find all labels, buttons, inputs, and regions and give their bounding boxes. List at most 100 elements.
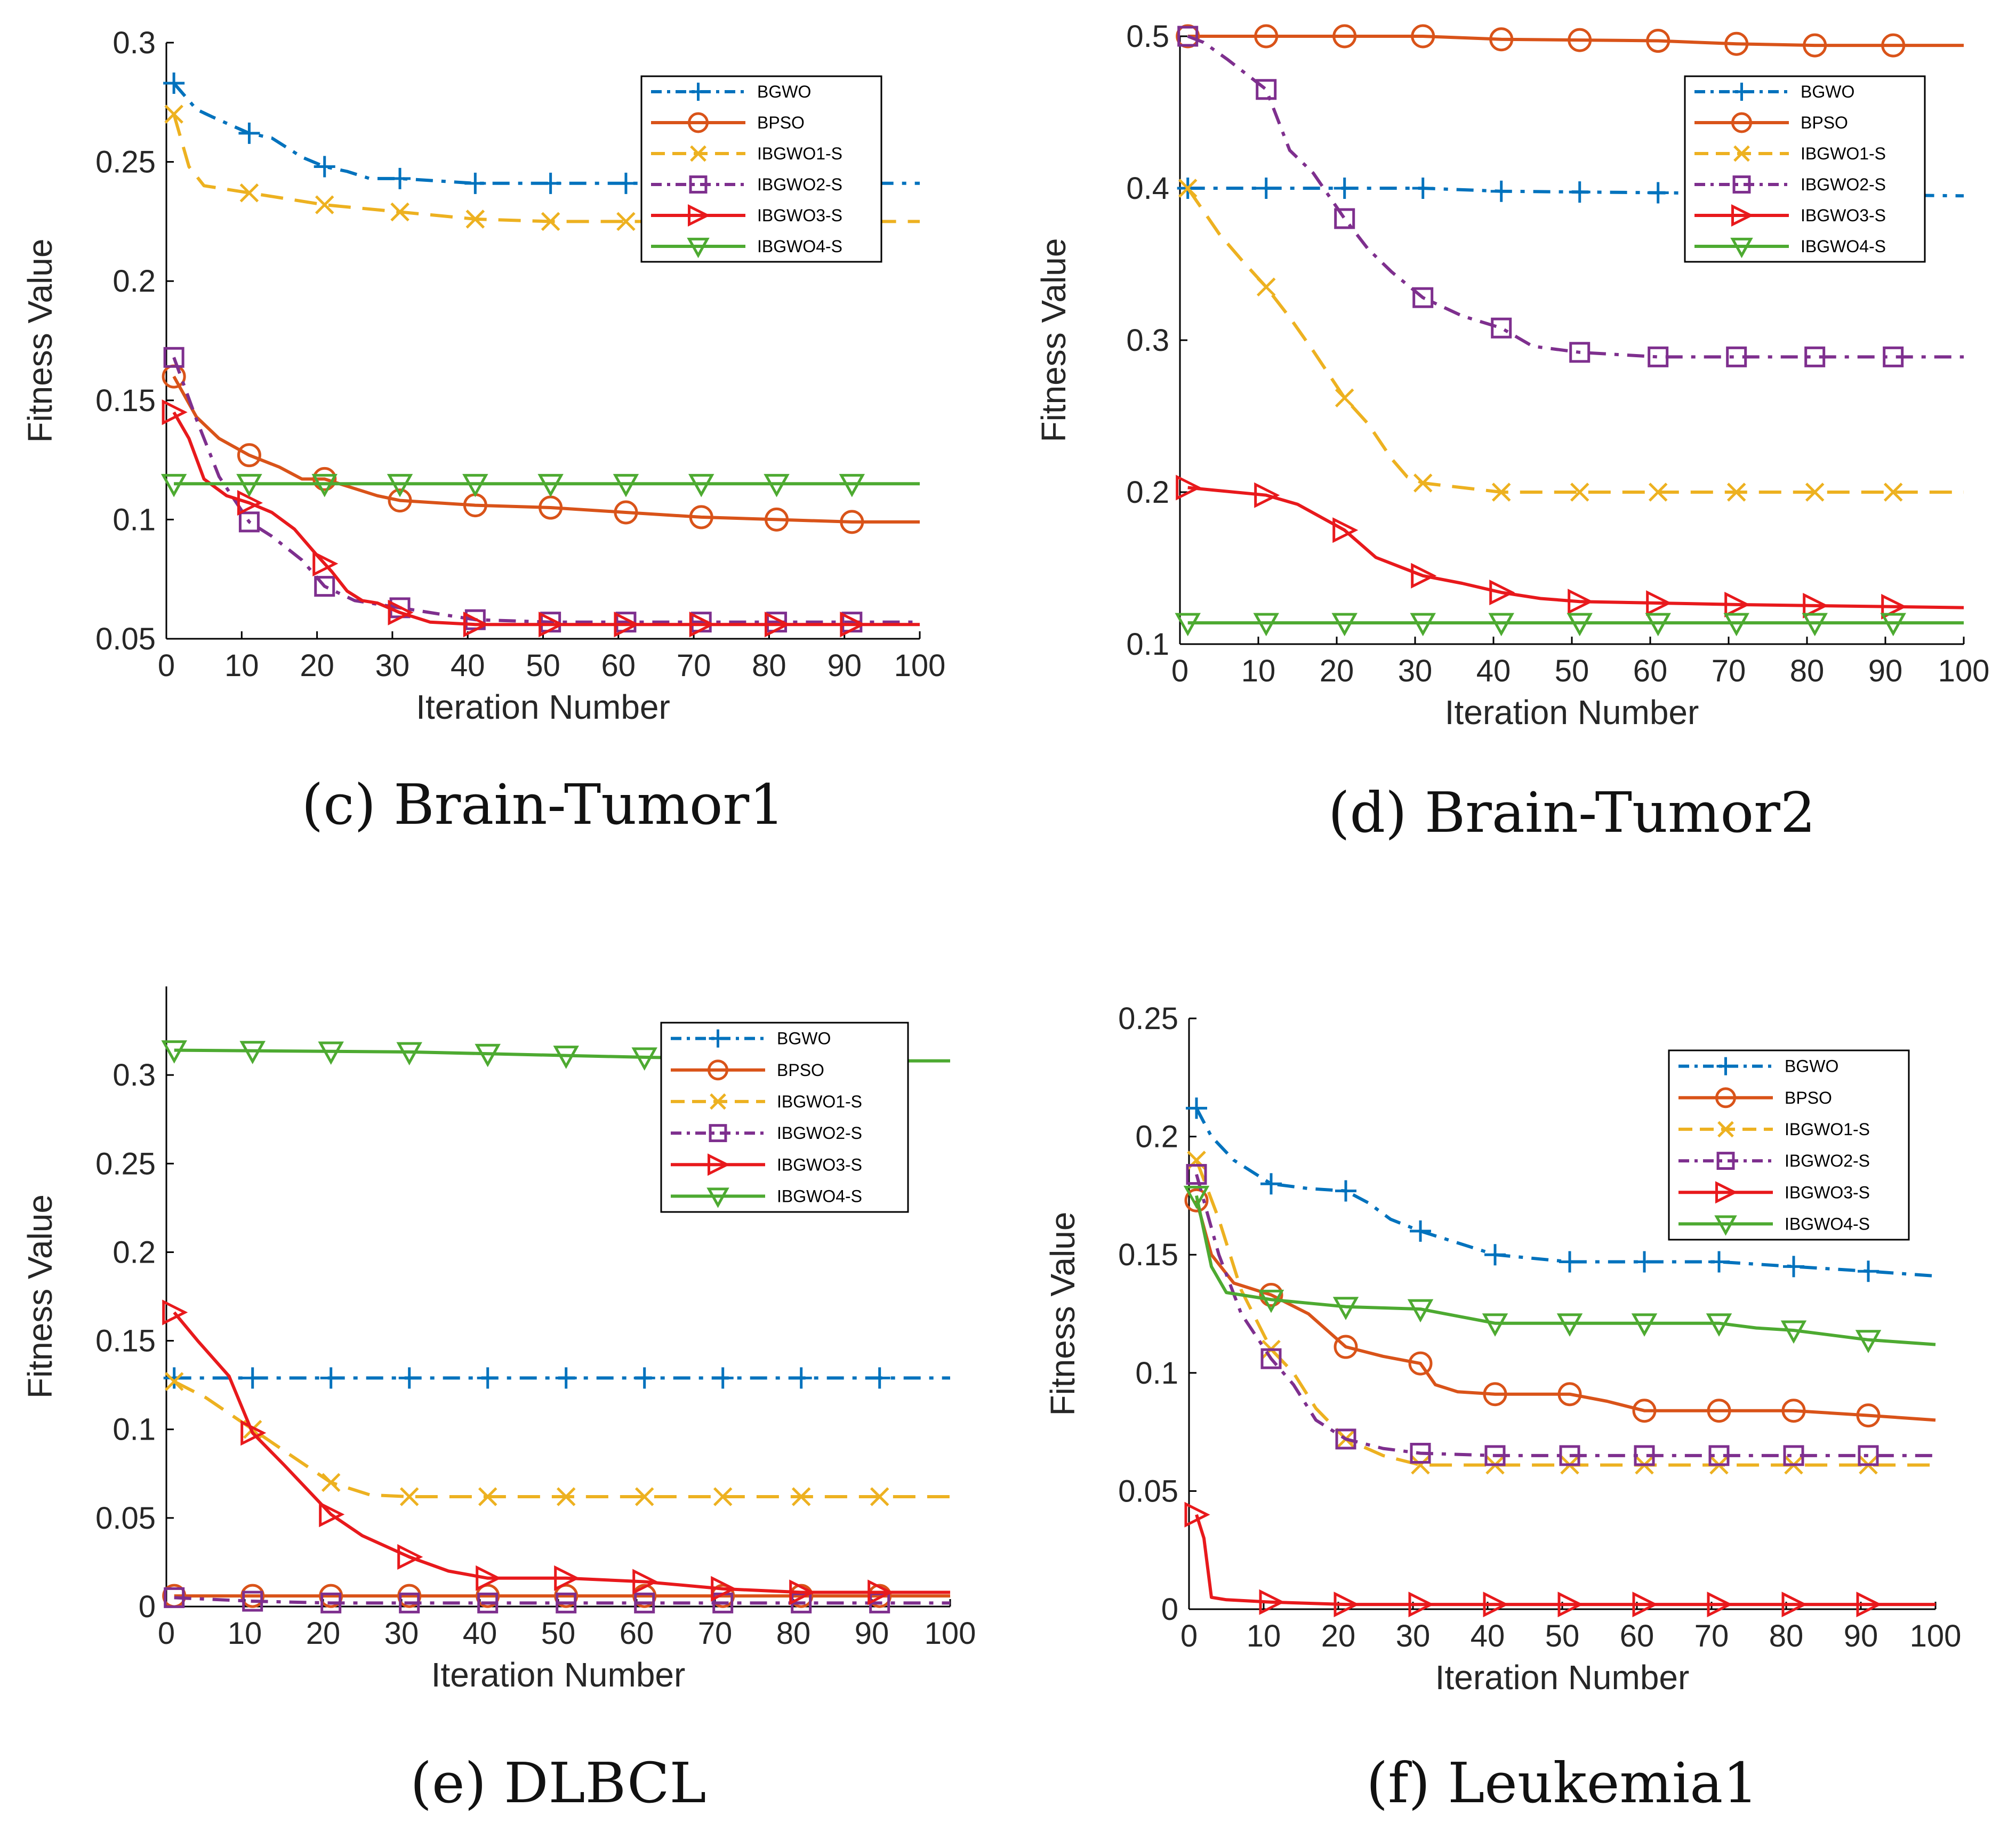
- series-marker: [1634, 1445, 1655, 1466]
- series-marker: [1332, 24, 1357, 49]
- x-tick-label: 70: [1712, 654, 1746, 688]
- series-marker: [1646, 590, 1672, 616]
- series-marker: [237, 490, 263, 516]
- series-marker: [554, 1584, 579, 1608]
- series-BPSO: [162, 364, 920, 534]
- series-marker: [397, 1584, 422, 1608]
- series-marker: [1645, 613, 1671, 637]
- series-marker: [614, 612, 640, 638]
- series-marker: [398, 1367, 420, 1389]
- legend-label: IBGWO1-S: [757, 144, 842, 163]
- series-marker: [478, 1487, 497, 1506]
- series-marker: [689, 505, 713, 529]
- x-tick-label: 20: [1320, 654, 1354, 688]
- series-marker: [1334, 208, 1355, 229]
- series-marker: [1183, 1185, 1210, 1209]
- legend-label: IBGWO4-S: [1785, 1214, 1870, 1233]
- series-marker: [465, 210, 485, 229]
- legend-label: BPSO: [757, 113, 805, 132]
- x-tick-label: 80: [752, 648, 786, 683]
- legend-label: IBGWO4-S: [777, 1186, 862, 1206]
- y-axis-label: Fitness Value: [21, 1194, 59, 1399]
- legend-marker: [1714, 1215, 1737, 1236]
- y-axis-label: Fitness Value: [1043, 1212, 1082, 1416]
- series-marker: [1803, 592, 1829, 619]
- series-marker: [1490, 180, 1512, 202]
- x-tick-label: 60: [1633, 654, 1668, 688]
- legend-marker: [1715, 1087, 1736, 1109]
- series-marker: [1781, 1399, 1806, 1423]
- series-marker: [840, 612, 866, 638]
- x-tick-label: 100: [1938, 654, 1990, 688]
- series-line: [172, 375, 920, 524]
- series-marker: [616, 212, 636, 231]
- series-marker: [240, 1584, 265, 1608]
- series-BGWO: [1177, 178, 1964, 204]
- legend-marker: [710, 1093, 726, 1110]
- y-axis-label: Fitness Value: [21, 239, 59, 443]
- series-BGWO: [163, 1367, 950, 1389]
- series-marker: [1883, 483, 1903, 502]
- y-tick-label: 0.1: [113, 1412, 156, 1447]
- series-marker: [1482, 1313, 1508, 1337]
- series-marker: [1331, 613, 1358, 637]
- y-tick-label: 0: [139, 1589, 156, 1624]
- legend-box: [660, 1022, 909, 1213]
- series-marker: [399, 1487, 419, 1506]
- x-tick-label: 70: [677, 648, 711, 683]
- series-marker: [1559, 1251, 1580, 1273]
- legend-marker: [1717, 1121, 1734, 1138]
- legend-marker: [688, 112, 709, 133]
- y-tick-label: 0.2: [113, 264, 156, 299]
- legend-marker: [687, 237, 710, 259]
- series-marker: [1726, 346, 1747, 367]
- legend-label: IBGWO2-S: [757, 175, 842, 194]
- legend: BGWO BPSO IBGWO1-S IBGWO2-S IBGWO3-S IBGWO4-S: [660, 1022, 909, 1213]
- series-marker: [1567, 613, 1593, 637]
- series-marker: [1254, 24, 1279, 49]
- series-IBGWO4-S: [1183, 1185, 1936, 1353]
- series-marker: [1177, 26, 1199, 47]
- series-marker: [164, 1372, 184, 1391]
- series-marker: [1175, 613, 1201, 637]
- series-marker: [1484, 1244, 1506, 1266]
- legend-label: BPSO: [777, 1061, 824, 1080]
- legend-marker: [1730, 237, 1753, 259]
- series-marker: [1883, 346, 1904, 367]
- series-marker: [1805, 483, 1825, 502]
- series-marker: [164, 1587, 185, 1608]
- y-tick-label: 0.3: [113, 1058, 156, 1093]
- x-tick-label: 80: [776, 1616, 811, 1651]
- series-marker: [765, 507, 789, 532]
- series-marker: [1634, 1251, 1655, 1273]
- legend-label: IBGWO1-S: [777, 1092, 862, 1111]
- series-marker: [162, 1299, 188, 1326]
- x-axis-label: Iteration Number: [1445, 693, 1699, 732]
- legend-label: IBGWO1-S: [1801, 144, 1886, 163]
- x-tick-label: 0: [1171, 654, 1188, 688]
- x-tick-label: 90: [1868, 654, 1903, 688]
- series-marker: [1483, 1382, 1507, 1407]
- series-marker: [869, 1367, 890, 1389]
- series-marker: [1781, 1592, 1808, 1618]
- y-tick-label: 0.25: [95, 1146, 156, 1181]
- legend-marker: [1715, 1181, 1738, 1204]
- y-tick-label: 0.1: [1135, 1356, 1178, 1391]
- series-marker: [1334, 178, 1355, 199]
- series-marker: [1707, 1592, 1733, 1618]
- series-marker: [1647, 182, 1669, 204]
- x-tick-label: 70: [698, 1616, 733, 1651]
- series-marker: [1856, 1592, 1882, 1618]
- series-marker: [236, 473, 262, 497]
- series-marker: [537, 473, 564, 497]
- x-tick-label: 20: [306, 1616, 341, 1651]
- legend-marker: [1731, 204, 1754, 227]
- series-IBGWO1-S: [164, 105, 920, 231]
- legend-marker: [1731, 112, 1752, 133]
- series-marker: [397, 1544, 423, 1570]
- legend-marker: [708, 1153, 730, 1176]
- x-axis-label: Iteration Number: [416, 688, 670, 726]
- series-marker: [321, 1473, 341, 1492]
- y-tick-label: 0.3: [1126, 323, 1169, 358]
- series-marker: [1408, 1592, 1434, 1618]
